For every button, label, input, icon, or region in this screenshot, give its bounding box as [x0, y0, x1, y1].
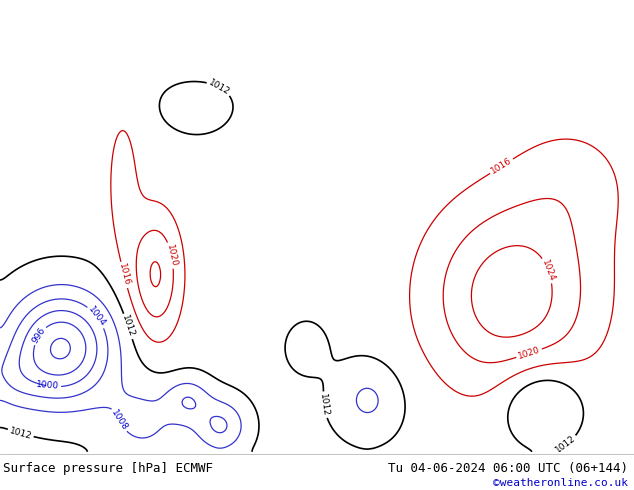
Text: 1004: 1004: [86, 305, 108, 329]
Text: 1016: 1016: [489, 156, 514, 176]
Text: 1024: 1024: [540, 258, 557, 283]
Text: 1012: 1012: [120, 314, 136, 339]
Text: 1020: 1020: [517, 345, 541, 361]
Text: 1016: 1016: [117, 263, 131, 287]
Text: Tu 04-06-2024 06:00 UTC (06+144): Tu 04-06-2024 06:00 UTC (06+144): [387, 463, 628, 475]
Text: 1008: 1008: [109, 408, 129, 432]
Text: 1020: 1020: [165, 243, 178, 268]
Text: ©weatheronline.co.uk: ©weatheronline.co.uk: [493, 478, 628, 488]
Text: 1012: 1012: [8, 426, 33, 441]
Text: 1000: 1000: [36, 380, 60, 391]
Text: 1012: 1012: [554, 434, 578, 455]
Text: 1012: 1012: [207, 78, 231, 97]
Text: Surface pressure [hPa] ECMWF: Surface pressure [hPa] ECMWF: [3, 463, 213, 475]
Text: 996: 996: [30, 326, 48, 345]
Text: 1012: 1012: [318, 393, 330, 417]
